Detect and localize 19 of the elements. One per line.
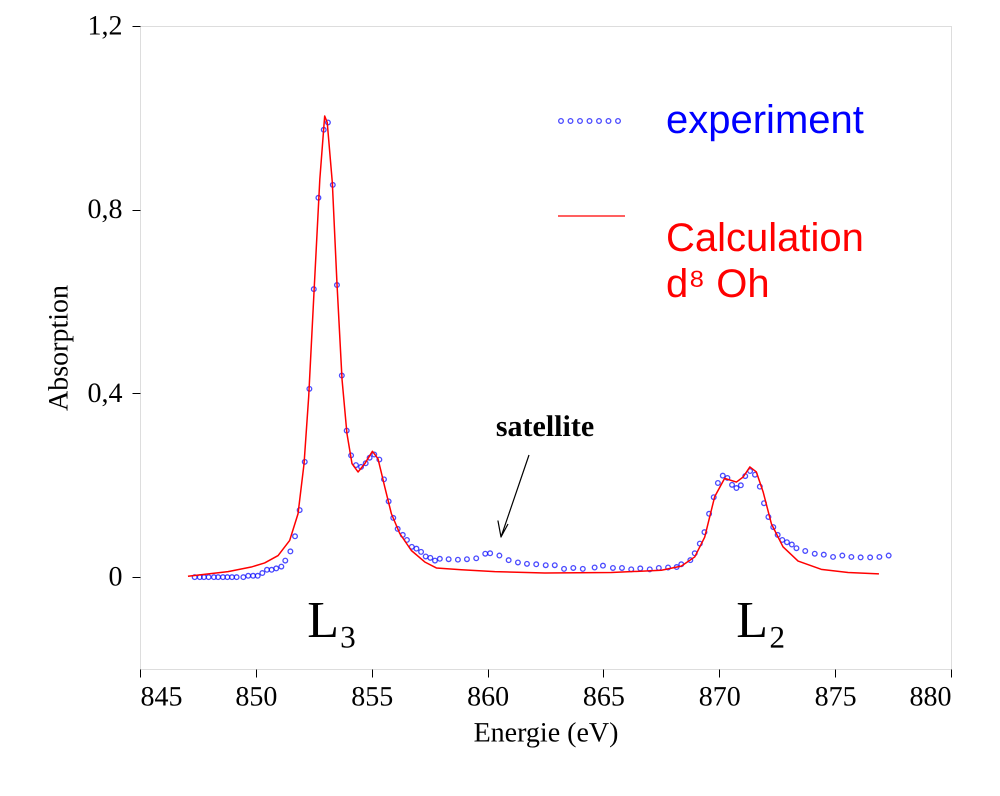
x-tick-label: 860 bbox=[467, 682, 510, 712]
y-tick-label: 1,2 bbox=[88, 10, 122, 42]
x-axis-title: Energie (eV) bbox=[474, 718, 618, 748]
x-tick-label: 855 bbox=[351, 682, 394, 712]
legend-label: Calculation d⁸ Oh bbox=[666, 216, 864, 306]
y-tick-label: 0,4 bbox=[88, 378, 122, 409]
x-tick-label: 850 bbox=[235, 682, 278, 712]
x-tick-label: 865 bbox=[582, 682, 625, 712]
y-tick-label: 0,8 bbox=[88, 194, 122, 226]
y-axis-title: Absorption bbox=[44, 285, 74, 411]
annotation: L₂ bbox=[736, 592, 786, 649]
x-tick-label: 880 bbox=[910, 682, 952, 712]
annotation: satellite bbox=[496, 410, 594, 443]
y-tick-label: 0 bbox=[108, 562, 122, 593]
x-tick-label: 845 bbox=[140, 682, 182, 712]
x-tick-label: 875 bbox=[814, 682, 857, 712]
legend-label: experiment bbox=[666, 98, 864, 142]
x-tick-label: 870 bbox=[698, 682, 741, 712]
annotation: L₃ bbox=[307, 592, 358, 649]
